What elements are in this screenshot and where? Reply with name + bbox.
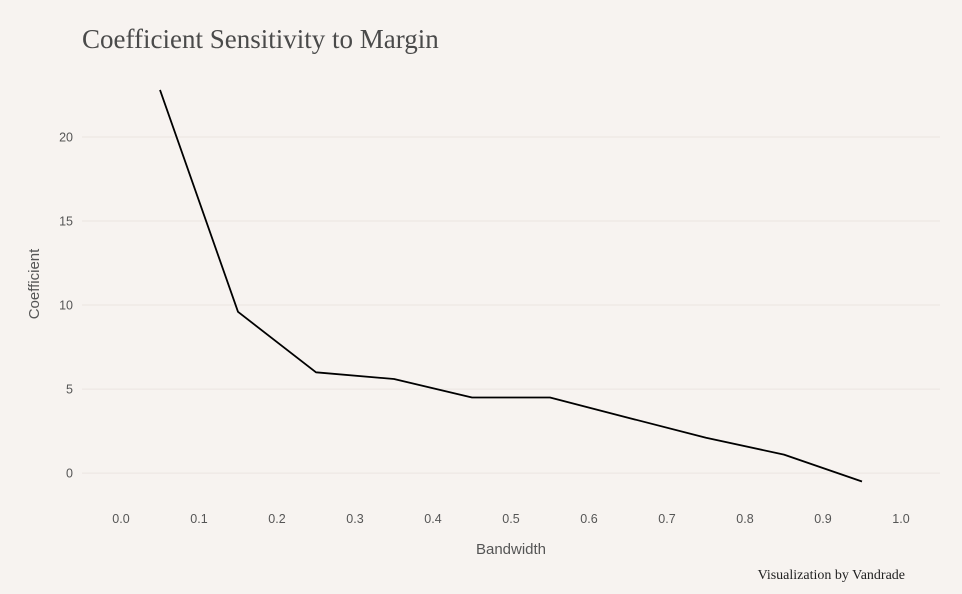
y-tick-label: 5 — [66, 383, 73, 397]
series-line — [159, 89, 863, 483]
chart-title: Coefficient Sensitivity to Margin — [82, 24, 439, 54]
x-tick-label: 0.9 — [814, 512, 831, 526]
x-tick-label: 1.0 — [892, 512, 909, 526]
grid-lines — [82, 136, 940, 474]
caption: Visualization by Vandrade — [758, 568, 905, 583]
x-tick-label: 0.4 — [424, 512, 441, 526]
y-axis-label: Coefficient — [26, 248, 43, 319]
series-group — [159, 89, 863, 483]
y-tick-labels: 0 5 10 15 20 — [59, 130, 73, 480]
x-tick-label: 0.2 — [268, 512, 285, 526]
x-tick-label: 0.6 — [580, 512, 597, 526]
x-tick-label: 0.1 — [190, 512, 207, 526]
x-tick-label: 0.3 — [346, 512, 363, 526]
x-tick-label: 0.5 — [502, 512, 519, 526]
x-tick-label: 0.8 — [736, 512, 753, 526]
x-tick-labels: 0.0 0.1 0.2 0.3 0.4 0.5 0.6 0.7 0.8 0.9 1.0 — [112, 512, 909, 526]
x-tick-label: 0.7 — [658, 512, 675, 526]
y-tick-label: 20 — [59, 130, 73, 144]
y-tick-label: 0 — [66, 467, 73, 481]
y-tick-label: 15 — [59, 215, 73, 229]
x-tick-label: 0.0 — [112, 512, 129, 526]
y-tick-label: 10 — [59, 299, 73, 313]
x-axis-label: Bandwidth — [476, 541, 546, 558]
